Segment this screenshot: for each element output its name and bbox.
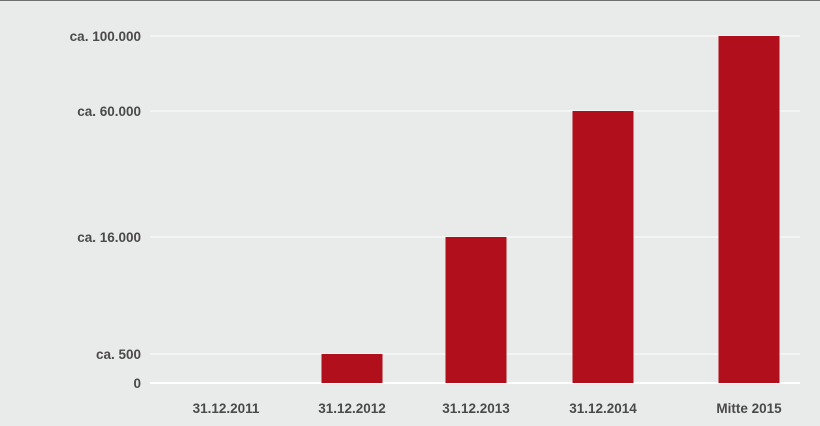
bar xyxy=(321,354,383,383)
y-tick-label: 0 xyxy=(133,376,141,391)
y-tick-label: ca. 60.000 xyxy=(77,104,141,119)
x-tick-label: Mitte 2015 xyxy=(716,401,782,416)
bar xyxy=(718,36,780,383)
y-tick-label: ca. 100.000 xyxy=(70,29,141,44)
bar xyxy=(572,111,634,383)
x-tick-label: 31.12.2014 xyxy=(569,401,637,416)
bars-group xyxy=(321,36,780,383)
x-tick-labels: 31.12.2011 31.12.2012 31.12.2013 31.12.2014… xyxy=(193,401,783,416)
y-tick-label: ca. 16.000 xyxy=(77,230,141,245)
x-tick-label: 31.12.2013 xyxy=(442,401,510,416)
x-tick-label: 31.12.2011 xyxy=(193,401,260,416)
y-tick-label: ca. 500 xyxy=(96,347,141,362)
x-tick-label: 31.12.2012 xyxy=(318,401,386,416)
y-tick-labels: 0 ca. 500 ca. 16.000 ca. 60.000 ca. 100.000 xyxy=(70,29,141,391)
bar xyxy=(445,237,507,383)
